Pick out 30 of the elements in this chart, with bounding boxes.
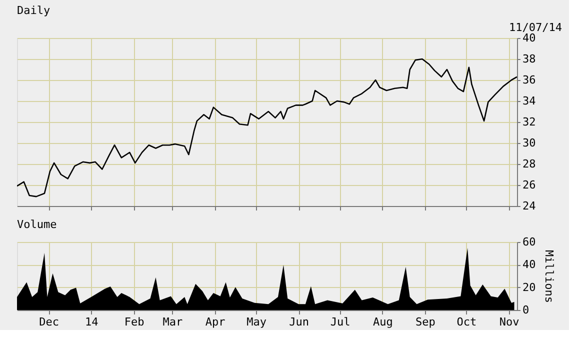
y-tick-label: 32 [522, 116, 536, 128]
y-tick-label: 30 [522, 136, 536, 150]
y-tick-label: 60 [522, 236, 536, 248]
x-tick-label: Sep [416, 316, 436, 328]
x-tick-label: Nov [499, 316, 520, 328]
y-tick-label: 28 [522, 158, 536, 170]
y-tick-label: 36 [522, 74, 536, 86]
x-tick-label: Feb [124, 316, 144, 328]
x-tick-label: Jul [330, 316, 350, 328]
text: 11/07/14 [509, 21, 562, 34]
y-tick-label: 26 [522, 178, 536, 192]
x-tick-label: Aug [372, 316, 393, 328]
y-tick-label: 40 [522, 32, 536, 44]
x-tick-label: Oct [456, 316, 477, 328]
x-tick-label: 14 [85, 316, 99, 328]
y-tick-label: 0 [522, 304, 530, 316]
x-tick-label: Jun [289, 316, 310, 328]
y-tick-label: 20 [522, 280, 536, 294]
x-tick-label: Apr [205, 316, 226, 328]
y-tick-label: 24 [522, 200, 536, 212]
y-tick-label: 38 [522, 52, 536, 66]
x-tick-label: Mar [162, 316, 184, 328]
x-tick-label: Dec [39, 316, 60, 328]
line-series [17, 58, 517, 198]
chart-title: Daily [17, 4, 50, 17]
x-tick-label: May [246, 316, 267, 328]
chart-title: Volume [17, 218, 57, 231]
y-axis-title: Millions [542, 250, 556, 303]
y-tick-label: 34 [522, 94, 536, 108]
y-tick-label: 40 [522, 258, 536, 272]
